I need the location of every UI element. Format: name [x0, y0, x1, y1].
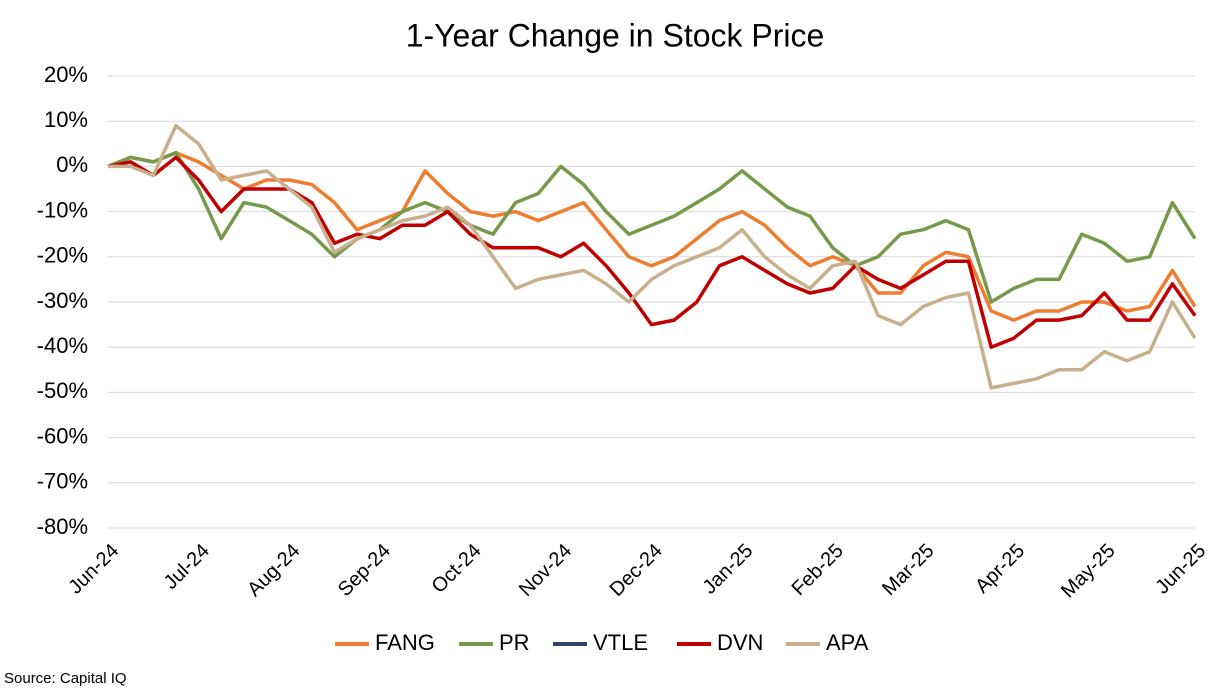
x-tick-label: Apr-25 [971, 540, 1029, 598]
x-tick-label: Dec-24 [606, 540, 667, 601]
series-line [107, 155, 1197, 349]
legend-label: PR [499, 630, 530, 655]
y-tick-label: 0% [56, 152, 88, 177]
chart-title: 1-Year Change in Stock Price [406, 17, 825, 53]
source-note: Source: Capital IQ [4, 670, 127, 687]
y-tick-label: 20% [44, 62, 88, 87]
series-line [108, 123, 1197, 390]
x-tick-label: Mar-25 [878, 540, 938, 600]
y-tick-label: 10% [44, 107, 88, 132]
x-tick-label: Sep-24 [334, 540, 395, 601]
x-tick-label: Aug-24 [243, 540, 304, 601]
x-tick-label: Feb-25 [788, 540, 848, 600]
y-tick-label: -20% [37, 243, 88, 268]
x-tick-label: Oct-24 [428, 540, 486, 598]
x-tick-label: Jun-24 [64, 540, 123, 599]
legend-label: VTLE [593, 630, 648, 655]
y-tick-label: -30% [37, 288, 88, 313]
x-tick-label: Jan-25 [699, 540, 758, 599]
series-line [107, 151, 1197, 304]
x-tick-label: May-25 [1057, 540, 1120, 603]
y-tick-label: -50% [37, 378, 88, 403]
x-tick-label: Nov-24 [515, 540, 576, 601]
x-tick-label: Jun-25 [1151, 540, 1210, 599]
y-tick-label: -40% [37, 333, 88, 358]
y-tick-label: -80% [37, 514, 88, 539]
legend-label: APA [826, 630, 869, 655]
y-tick-label: -70% [37, 469, 88, 494]
legend-label: FANG [375, 630, 435, 655]
legend-label: DVN [717, 630, 763, 655]
x-tick-label: Jul-24 [160, 540, 214, 594]
y-tick-label: -10% [37, 197, 88, 222]
series-line [107, 151, 1197, 322]
y-tick-label: -60% [37, 423, 88, 448]
